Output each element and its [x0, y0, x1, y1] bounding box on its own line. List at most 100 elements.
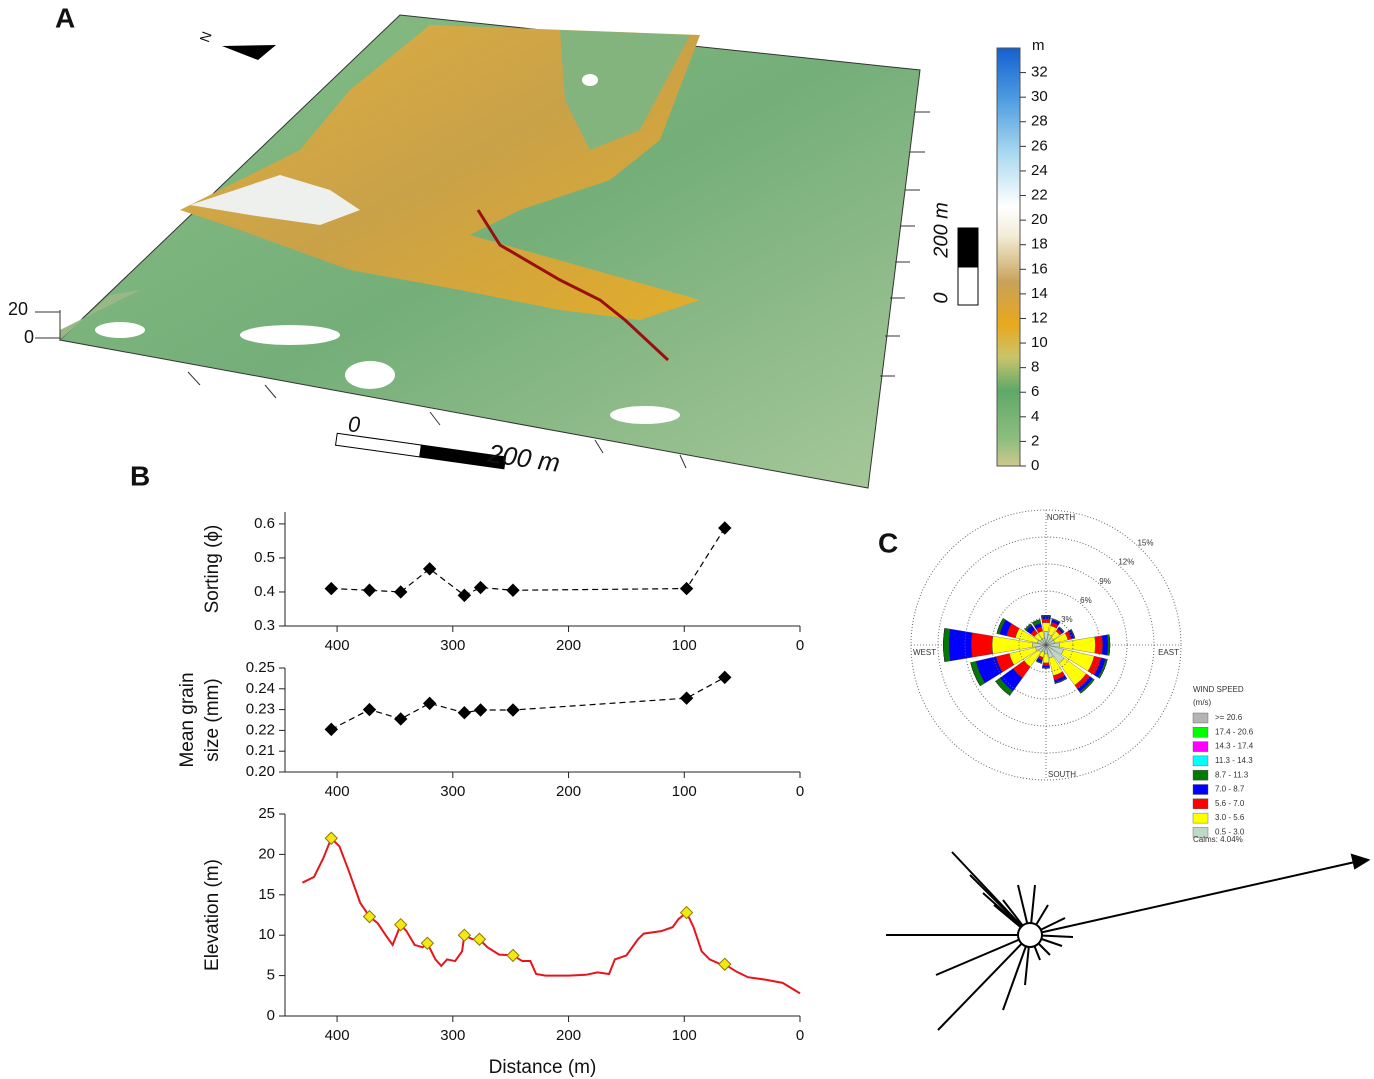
ring-label: 12% — [1118, 558, 1134, 567]
y-tick-label: 0.20 — [246, 763, 275, 780]
colorbar-label: 6 — [1031, 383, 1039, 400]
panel-label: C — [878, 527, 898, 558]
x-tick-label: 200 — [556, 783, 581, 800]
legend-label: 17.4 - 20.6 — [1215, 727, 1254, 736]
rose-segment — [1042, 623, 1049, 632]
y-tick-label: 0.4 — [254, 583, 275, 600]
north-label: N — [196, 29, 214, 44]
data-marker — [325, 723, 337, 735]
rose-segment — [971, 633, 992, 658]
legend-swatch — [1193, 756, 1208, 766]
scale-label: 0 — [930, 292, 952, 303]
y-axis-label: Mean grain — [177, 672, 198, 767]
compass-label: NORTH — [1047, 513, 1076, 522]
y-tick-label: 0.5 — [254, 549, 275, 566]
legend-label: 11.3 - 14.3 — [1215, 756, 1253, 765]
y-tick-label: 0 — [267, 1007, 275, 1024]
panel-label: A — [55, 2, 75, 33]
data-marker — [458, 707, 470, 719]
data-marker — [424, 563, 436, 575]
y-axis-label: Elevation (m) — [202, 859, 223, 971]
colorbar-label: 4 — [1031, 408, 1039, 425]
colorbar-label: 16 — [1031, 260, 1048, 277]
colorbar-label: 12 — [1031, 309, 1048, 326]
legend-label: >= 20.6 — [1215, 713, 1243, 722]
x-tick-label: 0 — [796, 637, 804, 654]
y-axis-label: size (mm) — [202, 678, 223, 761]
calms-label: Calms: 4.04% — [1193, 835, 1243, 844]
data-marker — [458, 589, 470, 601]
north-arrow — [222, 45, 276, 60]
colorbar-label: 8 — [1031, 359, 1039, 376]
x-tick-label: 300 — [440, 637, 465, 654]
legend-swatch — [1193, 713, 1208, 723]
data-marker — [475, 582, 487, 594]
colorbar-label: 30 — [1031, 88, 1048, 105]
legend-title: WIND SPEED — [1193, 685, 1244, 694]
colorbar-label: 22 — [1031, 186, 1048, 203]
data-marker — [507, 704, 519, 716]
compass-label: SOUTH — [1048, 770, 1076, 779]
y-axis-label: Sorting (ϕ) — [202, 525, 223, 614]
data-marker — [681, 692, 693, 704]
ring-label: 9% — [1099, 577, 1111, 586]
rose-segment — [949, 629, 973, 661]
data-marker — [475, 704, 487, 716]
rose-segment — [1042, 665, 1049, 667]
data-marker — [681, 583, 693, 595]
x-tick-label: 300 — [440, 783, 465, 800]
y-tick-label: 0.25 — [246, 659, 275, 676]
data-marker — [325, 583, 337, 595]
scale-bar-y — [958, 228, 978, 267]
y-tick-label: 20 — [258, 845, 275, 862]
rose-segment — [1043, 654, 1049, 663]
colorbar-label: 24 — [1031, 162, 1048, 179]
x-tick-label: 400 — [325, 783, 350, 800]
data-marker — [719, 671, 731, 683]
x-tick-label: 400 — [325, 1027, 350, 1044]
colorbar-label: 10 — [1031, 334, 1048, 351]
data-line — [331, 677, 724, 729]
data-marker — [719, 522, 731, 534]
x-tick-label: 100 — [672, 637, 697, 654]
data-marker — [458, 929, 470, 941]
legend-label: 7.0 - 8.7 — [1215, 785, 1245, 794]
water-patch — [240, 325, 340, 345]
rose-segment — [1042, 619, 1051, 623]
colorbar-label: 26 — [1031, 137, 1048, 154]
colorbar-label: 2 — [1031, 432, 1039, 449]
legend-label: 3.0 - 5.6 — [1215, 813, 1245, 822]
scale-bar-y — [958, 267, 978, 305]
y-tick-label: 15 — [258, 886, 275, 903]
terrain-map: N 0 200 m 200 m 0 20 0 m — [8, 15, 1045, 488]
panel-label: B — [130, 460, 150, 491]
water-patch — [345, 361, 395, 389]
data-marker — [507, 584, 519, 596]
rose-segment — [1095, 636, 1103, 655]
x-tick-label: 0 — [796, 1027, 804, 1044]
legend-swatch — [1193, 813, 1208, 823]
data-marker — [363, 704, 375, 716]
y-tick-label: 0.23 — [246, 701, 275, 718]
legend-swatch — [1193, 799, 1208, 809]
data-marker — [507, 949, 519, 961]
x-tick-label: 100 — [672, 1027, 697, 1044]
scale-bar-x — [336, 433, 506, 469]
water-patch — [610, 406, 680, 424]
colorbar-label: 32 — [1031, 64, 1048, 81]
compass-label: EAST — [1158, 648, 1179, 657]
colorbar-label: 20 — [1031, 211, 1048, 228]
x-tick-label: 300 — [440, 1027, 465, 1044]
data-marker — [395, 586, 407, 598]
compass-label: WEST — [913, 648, 936, 657]
x-tick-label: 400 — [325, 637, 350, 654]
colorbar-unit: m — [1032, 37, 1045, 54]
z-label: 0 — [24, 327, 34, 347]
data-marker — [719, 958, 731, 970]
z-label: 20 — [8, 299, 28, 319]
legend-swatch — [1193, 785, 1208, 795]
colorbar-label: 18 — [1031, 236, 1048, 253]
legend-swatch — [1193, 742, 1208, 752]
legend-swatch — [1193, 770, 1208, 780]
colorbar-label: 14 — [1031, 285, 1048, 302]
